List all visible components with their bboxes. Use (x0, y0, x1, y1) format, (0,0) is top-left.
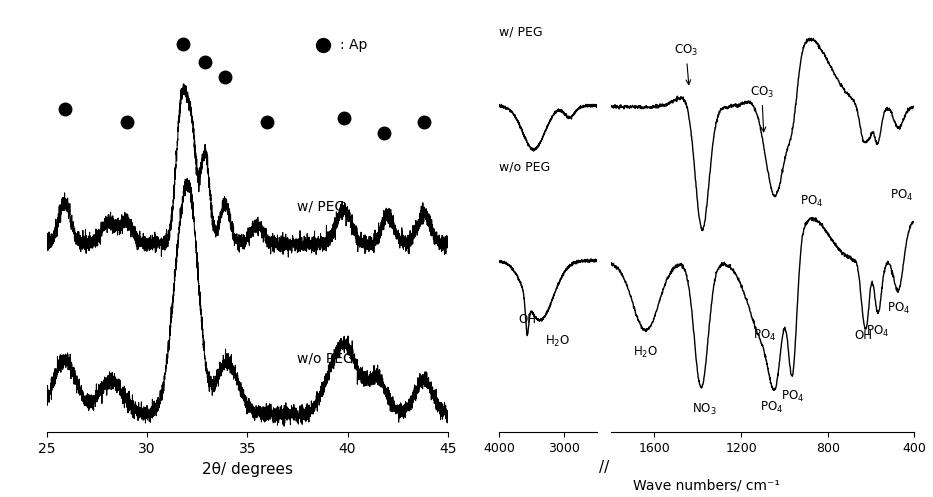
Text: //: // (599, 460, 609, 475)
Text: CO$_3$: CO$_3$ (750, 84, 773, 132)
Text: Wave numbers/ cm⁻¹: Wave numbers/ cm⁻¹ (634, 478, 780, 492)
Text: CO$_3$: CO$_3$ (674, 43, 698, 84)
X-axis label: 2θ/ degrees: 2θ/ degrees (202, 462, 293, 477)
Text: PO$_4$: PO$_4$ (759, 400, 783, 415)
Text: OH: OH (518, 314, 536, 327)
Text: w/o PEG: w/o PEG (499, 160, 550, 173)
Text: PO$_4$: PO$_4$ (753, 328, 776, 343)
Text: PO$_4$: PO$_4$ (800, 193, 823, 209)
Text: w/o PEG: w/o PEG (298, 351, 355, 365)
Text: H$_2$O: H$_2$O (546, 334, 570, 349)
Text: PO$_4$: PO$_4$ (890, 188, 913, 203)
Text: w/ PEG: w/ PEG (499, 26, 543, 39)
Text: PO$_4$: PO$_4$ (781, 389, 804, 404)
Text: w/ PEG: w/ PEG (298, 199, 345, 213)
Text: OH: OH (855, 329, 872, 341)
Text: PO$_4$: PO$_4$ (887, 301, 911, 316)
Text: : Ap: : Ap (340, 38, 367, 52)
Text: NO$_3$: NO$_3$ (692, 402, 717, 416)
Text: PO$_4$: PO$_4$ (867, 324, 889, 338)
Text: H$_2$O: H$_2$O (634, 345, 659, 360)
